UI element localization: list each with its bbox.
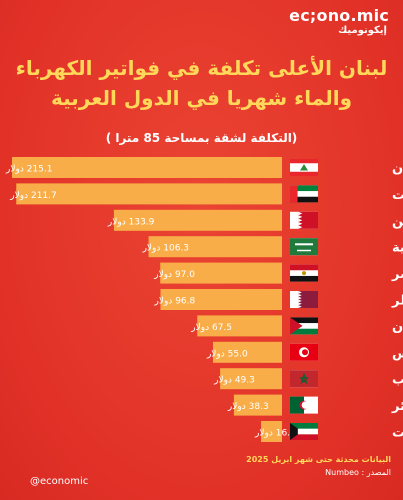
chart-title-line1: لبنان الأعلى تكلفة في فواتير الكهرباء [15,56,388,80]
country-label: الجزائر [391,399,403,414]
bar [233,394,282,416]
bar [261,421,282,442]
bar [12,157,282,178]
country-label: الأردن [392,318,403,335]
chart-title-line2: والماء شهريا في الدول العربية [50,86,353,110]
bar [16,183,282,205]
bar-value-label: 215.1 دولار [5,165,52,175]
bar [212,341,282,363]
country-label: قطر [391,294,403,309]
brand-logo-arabic: إيكونوميك [338,25,387,36]
bar-value-label: 49.3 دولار [213,376,255,386]
chart-subtitle: (التكلفة لشقة بمساحة 85 مترا ) [105,131,298,145]
bar [160,262,282,284]
egypt-flag-icon [290,264,318,282]
social-handle: @economic [30,476,89,487]
bar [197,315,282,337]
brand-logo: ec;ono.mic [289,6,389,25]
algeria-flag-icon [290,396,318,414]
uae-flag-icon [290,185,318,203]
bar-value-label: 106.3 دولار [142,244,189,254]
country-label: مصر [391,267,403,282]
bar [113,209,282,231]
bar-value-label: 16.7 دولار [254,429,296,439]
data-date-note: البيانات محدثة حتى شهر ابريل 2025 [246,455,391,464]
kuwait-flag-icon [290,423,318,440]
morocco-flag-icon [290,370,318,388]
jordan-flag-icon [290,317,318,335]
saudi-flag-icon [290,238,318,256]
bar-value-label: 211.7 دولار [9,191,56,201]
country-label: الكويت [392,426,403,441]
source-note: المصدر : Numbeo [325,468,391,477]
country-label: السعودية [392,241,403,256]
bar-value-label: 133.9 دولار [107,217,155,227]
tunisia-flag-icon [290,343,318,361]
country-label: الإمارات [392,188,403,203]
country-label: البحرين [392,214,403,229]
bar-value-label: 55.0 دولار [206,349,248,359]
bar-value-label: 96.8 دولار [153,297,195,307]
bar-value-label: 97.0 دولار [153,270,195,280]
country-label: المغرب [392,373,403,388]
country-label: لبنان [392,162,403,177]
bar [160,289,282,310]
bar [220,368,282,390]
bar-value-label: 67.5 دولار [190,323,232,333]
bar [148,236,282,258]
qatar-flag-icon [290,291,318,308]
bar-value-label: 38.3 دولار [227,402,269,412]
lebanon-flag-icon [290,159,318,176]
country-label: تونس [392,346,403,361]
bahrain-flag-icon [290,211,318,229]
